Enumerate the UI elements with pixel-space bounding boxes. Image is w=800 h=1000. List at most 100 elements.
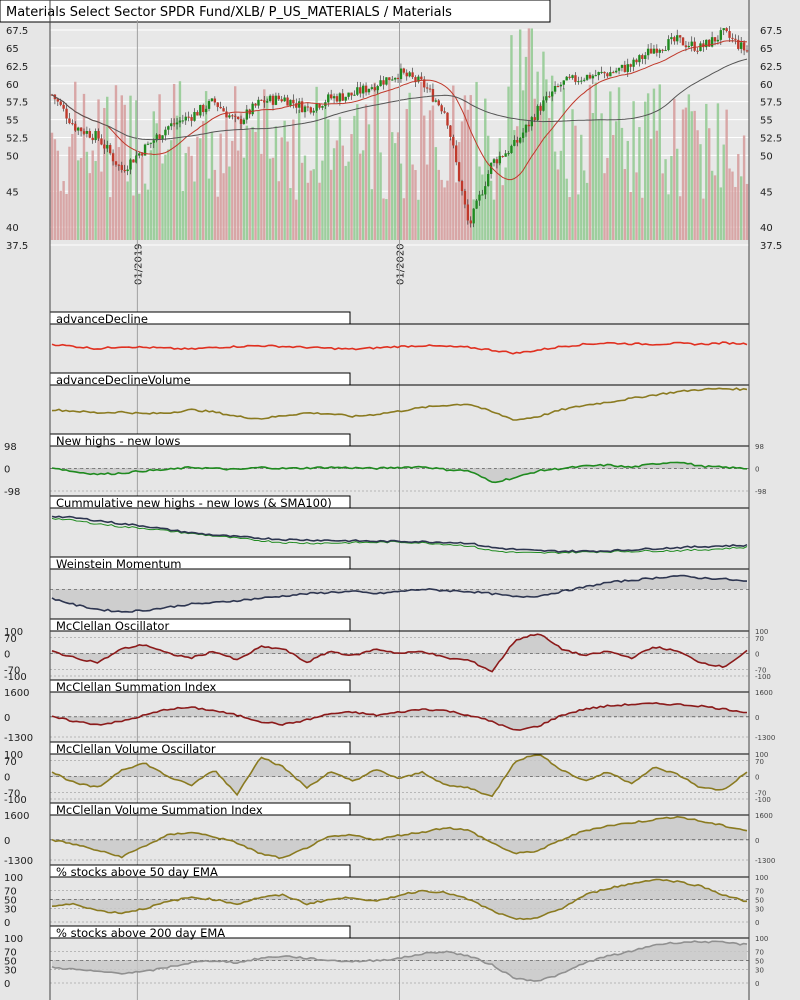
volume-bar <box>550 75 554 241</box>
candle-body <box>117 164 121 166</box>
candle-body <box>562 80 565 85</box>
panel-y-tick-left: 0 <box>4 465 10 476</box>
candle-body <box>257 99 260 106</box>
candle-body <box>167 126 170 130</box>
volume-bar <box>396 132 400 240</box>
candle-body <box>440 105 443 112</box>
volume-bar <box>577 194 580 240</box>
candle-body <box>556 86 560 88</box>
volume-bar <box>373 82 376 241</box>
candle-body <box>382 80 385 85</box>
candle-body <box>231 115 234 117</box>
volume-bar <box>533 98 536 240</box>
candle-body <box>332 96 336 99</box>
volume-bar <box>292 119 295 240</box>
candle-body <box>239 118 243 124</box>
candle-body <box>254 103 257 106</box>
candle-body <box>463 190 467 205</box>
volume-bar <box>50 132 54 240</box>
candle-body <box>268 95 272 102</box>
candle-body <box>574 75 577 82</box>
volume-bar <box>103 108 106 240</box>
panel-line <box>51 701 747 731</box>
volume-bar <box>553 151 557 240</box>
volume-bar <box>56 150 60 240</box>
volume-bar <box>277 181 281 240</box>
volume-bar <box>76 160 80 240</box>
panel-y-tick-right: 1600 <box>755 689 773 697</box>
panel-y-tick-right: 50 <box>755 897 764 905</box>
volume-bar <box>702 198 705 240</box>
price-y-tick-right: 40 <box>760 223 773 234</box>
candle-body <box>658 49 661 53</box>
candle-body <box>399 68 403 80</box>
panel-y-tick-left: 100 <box>4 873 23 884</box>
panel-area-fill <box>52 755 747 797</box>
panel-y-tick-right: 70 <box>755 949 764 957</box>
volume-bar <box>391 132 394 240</box>
candle-body <box>106 145 109 149</box>
candle-body <box>518 137 522 143</box>
candle-body <box>676 35 679 42</box>
candle-body <box>327 94 330 103</box>
volume-bar <box>562 88 565 240</box>
candle-body <box>219 106 222 109</box>
volume-bar <box>202 121 205 240</box>
candle-body <box>138 153 141 156</box>
volume-bar <box>716 103 720 240</box>
candle-body <box>356 87 359 95</box>
candle-body <box>434 100 438 102</box>
volume-bar <box>106 96 109 241</box>
panel-y-tick-left: 0 <box>4 836 10 847</box>
candle-body <box>204 108 208 113</box>
volume-bar <box>295 199 298 240</box>
panel-advance-decline: advanceDecline <box>49 311 749 355</box>
candle-body <box>728 31 731 38</box>
panel-y-tick-right: 30 <box>755 906 764 914</box>
candle-body <box>673 37 676 42</box>
panel-mcclellan-volume-oscillator: McClellan Volume Oscillator100700-70-100… <box>4 741 771 806</box>
price-y-tick-right: 62.5 <box>760 62 782 73</box>
volume-bar <box>335 140 339 240</box>
candle-body <box>719 30 723 40</box>
volume-bar <box>117 147 121 240</box>
panel-y-tick-left: -100 <box>4 672 27 683</box>
candle-body <box>603 71 606 74</box>
price-y-tick-left: 67.5 <box>6 26 28 37</box>
volume-bar <box>245 125 249 240</box>
volume-bar <box>367 124 371 240</box>
candle-body <box>164 129 167 136</box>
candle-body <box>190 117 193 121</box>
candle-body <box>170 123 173 127</box>
candle-body <box>100 138 103 145</box>
indicator-panels: advanceDecline advanceDeclineVolume New hi… <box>4 311 775 990</box>
candle-body <box>687 45 691 48</box>
volume-bar <box>443 187 446 240</box>
candle-body <box>635 59 638 63</box>
candle-body <box>521 132 525 138</box>
title-box <box>0 0 551 23</box>
candle-body <box>745 50 749 52</box>
candle-body <box>533 117 536 121</box>
volume-bar <box>393 143 397 240</box>
price-y-tick-right: 57.5 <box>760 98 782 109</box>
volume-bar <box>236 150 240 240</box>
candle-body <box>280 99 283 102</box>
volume-bar <box>146 189 150 240</box>
volume-bar <box>707 128 711 240</box>
candle-body <box>481 194 484 196</box>
panel-y-tick-right: 0 <box>755 714 759 722</box>
volume-bar <box>690 111 693 240</box>
volume-bar <box>501 185 504 240</box>
volume-bar <box>172 83 176 240</box>
volume-bar <box>268 158 272 240</box>
panel-y-tick-left: 0 <box>4 979 10 990</box>
volume-bar <box>498 138 502 240</box>
candle-body <box>478 194 481 201</box>
volume-bar <box>251 126 254 240</box>
volume-bar <box>306 182 310 240</box>
candle-body <box>236 116 240 119</box>
volume-bar <box>347 161 350 240</box>
panel-y-tick-left: -1300 <box>4 856 33 867</box>
candle-body <box>111 153 115 162</box>
